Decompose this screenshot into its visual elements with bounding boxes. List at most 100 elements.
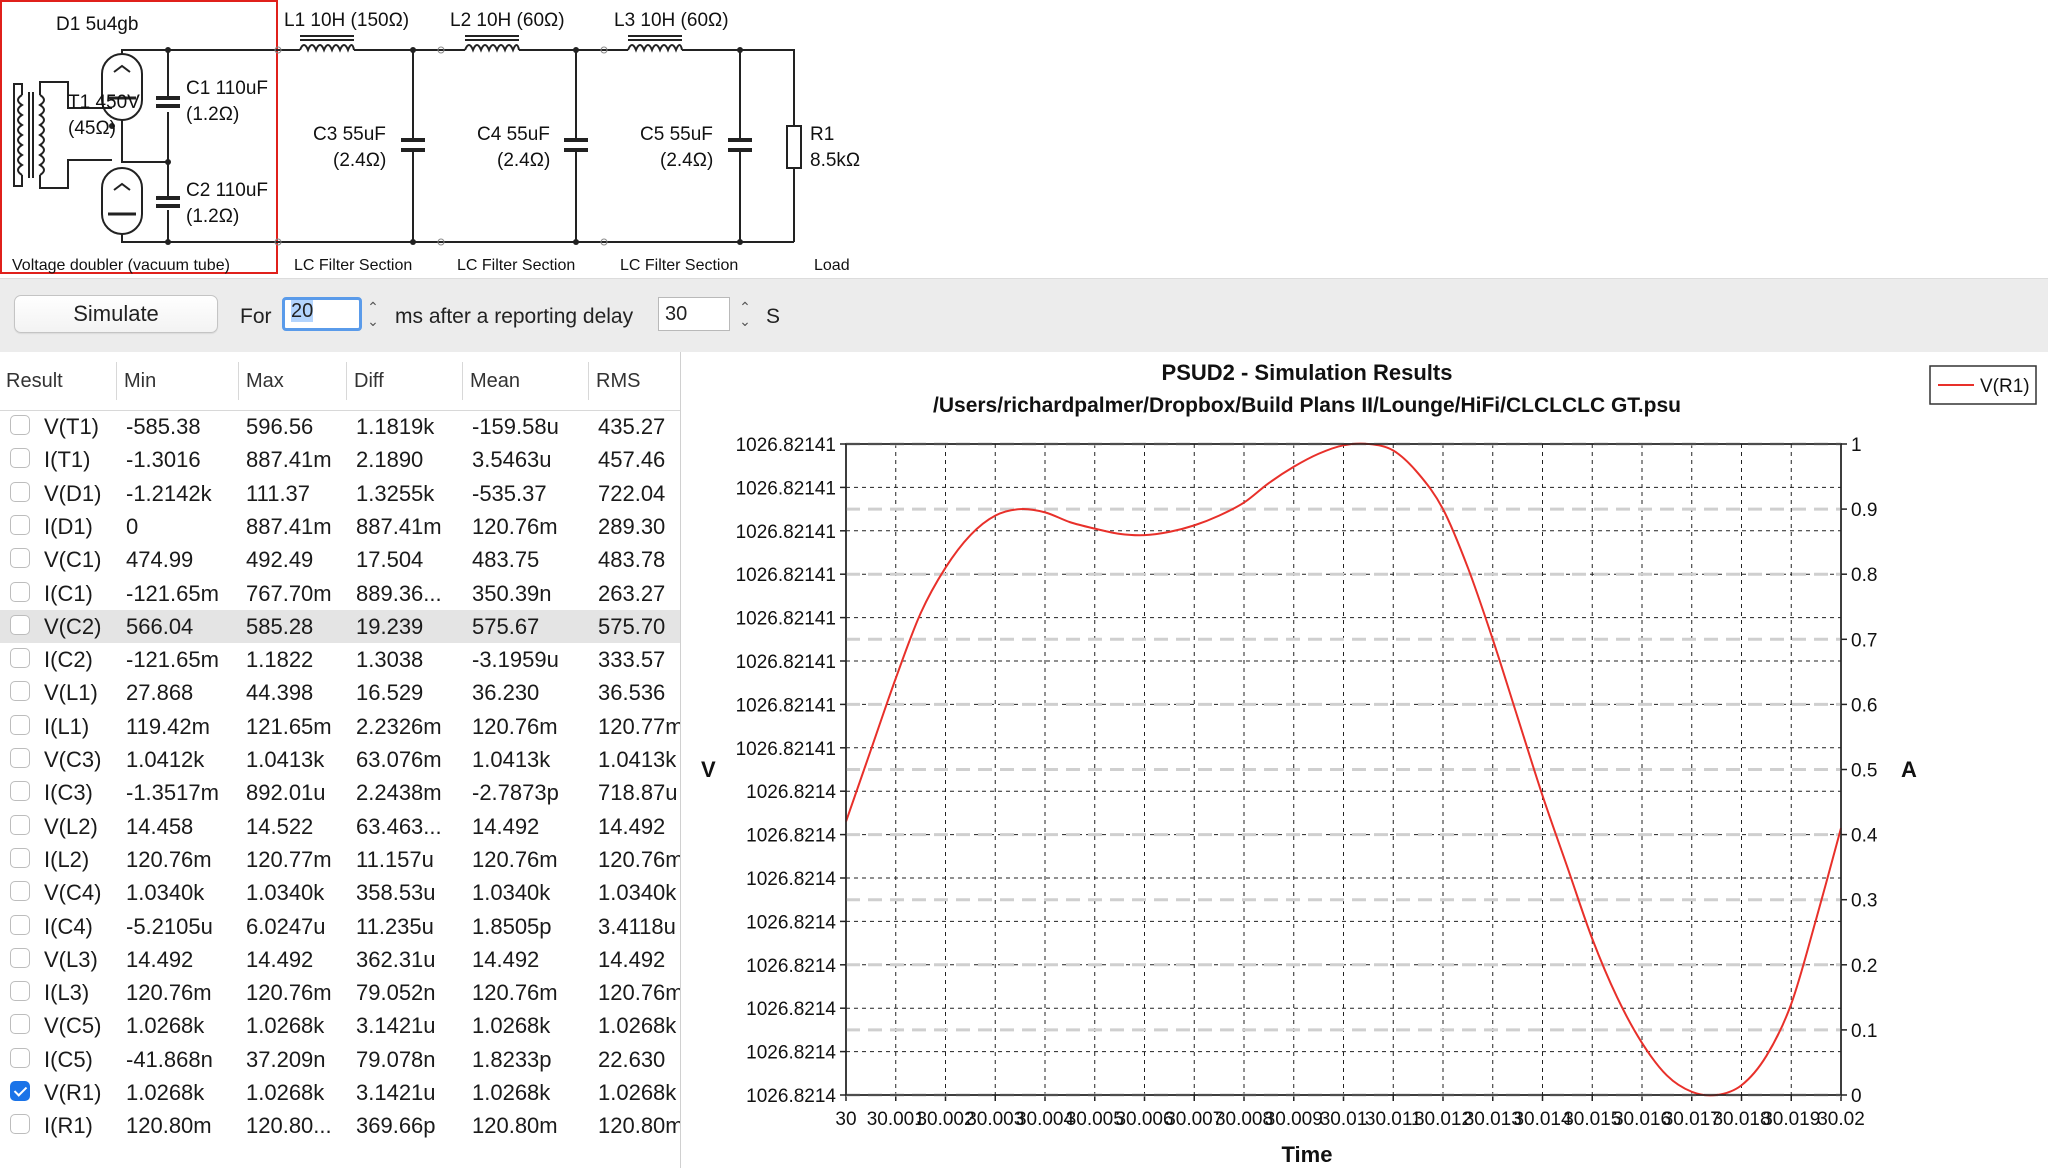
cell-name: I(L1)	[44, 713, 90, 739]
table-row[interactable]: I(C5) -41.868n 37.209n 79.078n 1.8233p 22.630	[0, 1043, 680, 1076]
r1-value: 8.5kΩ	[810, 150, 860, 171]
cell-diff: 11.235u	[356, 913, 434, 939]
table-row[interactable]: V(D1) -1.2142k 111.37 1.3255k -535.37 722.04	[0, 477, 680, 510]
table-row[interactable]: I(T1) -1.3016 887.41m 2.1890 3.5463u 457.46	[0, 443, 680, 476]
cell-max: 6.0247u	[246, 913, 326, 939]
column-header-min[interactable]: Min	[124, 370, 157, 392]
row-checkbox[interactable]	[10, 548, 30, 569]
table-row[interactable]: V(T1) -585.38 596.56 1.1819k -159.58u 435.27	[0, 410, 680, 443]
table-row[interactable]: I(C1) -121.65m 767.70m 889.36... 350.39n 263.…	[0, 577, 680, 610]
row-checkbox[interactable]	[10, 1014, 30, 1035]
cell-mean: 1.0268k	[472, 1013, 551, 1039]
cell-mean: 120.76m	[472, 846, 558, 872]
table-row[interactable]: V(L3) 14.492 14.492 362.31u 14.492 14.492	[0, 943, 680, 976]
column-header-rms[interactable]: RMS	[596, 370, 641, 392]
inductor-l2[interactable]	[464, 35, 520, 53]
simulate-button[interactable]: Simulate	[14, 295, 218, 333]
row-checkbox[interactable]	[10, 614, 30, 635]
table-row[interactable]: I(L2) 120.76m 120.77m 11.157u 120.76m 120.76m	[0, 843, 680, 876]
table-row[interactable]: V(L2) 14.458 14.522 63.463... 14.492 14.492	[0, 810, 680, 843]
row-checkbox[interactable]	[10, 981, 30, 1002]
cell-diff: 1.3038	[356, 647, 424, 673]
row-checkbox[interactable]	[10, 448, 30, 469]
row-checkbox[interactable]	[10, 415, 30, 435]
column-header-max[interactable]: Max	[246, 370, 284, 392]
delay-input[interactable]: 30	[658, 297, 730, 331]
capacitor-c2[interactable]	[156, 196, 180, 208]
cell-rms: 14.492	[598, 813, 666, 839]
x-tick-label: 30.007	[1165, 1109, 1223, 1130]
cell-diff: 63.076m	[356, 747, 442, 772]
row-checkbox[interactable]	[10, 881, 30, 902]
simulation-chart[interactable]: 30 30.001 30.002 30.003 30.004 30.005 30.006 30…	[681, 352, 2048, 1168]
inductor-l3[interactable]	[627, 35, 683, 53]
row-checkbox[interactable]	[10, 914, 30, 935]
c5-resistance: (2.4Ω)	[660, 150, 713, 171]
table-row[interactable]: V(C1) 474.99 492.49 17.504 483.75 483.78	[0, 543, 680, 576]
table-row[interactable]: V(C4) 1.0340k 1.0340k 358.53u 1.0340k 1.0340k	[0, 876, 680, 909]
y-right-tick-label: 0.9	[1851, 500, 1877, 521]
cell-min: 119.42m	[126, 713, 210, 739]
capacitor-c1[interactable]	[156, 96, 180, 108]
row-checkbox[interactable]	[10, 1114, 30, 1135]
cell-rms: 263.27	[598, 580, 666, 606]
cell-mean: -535.37	[472, 480, 547, 506]
table-row[interactable]: V(R1) 1.0268k 1.0268k 3.1421u 1.0268k 1.0268k	[0, 1076, 680, 1109]
table-row[interactable]: V(L1) 27.868 44.398 16.529 36.230 36.536	[0, 676, 680, 709]
row-checkbox[interactable]	[10, 947, 30, 968]
duration-input[interactable]: 20	[282, 297, 362, 331]
table-row[interactable]: I(C3) -1.3517m 892.01u 2.2438m -2.7873p 718.8…	[0, 776, 680, 809]
delay-stepper[interactable]: ⌃ ⌄	[739, 299, 751, 329]
row-checkbox[interactable]	[10, 648, 30, 669]
cell-max: 492.49	[246, 547, 314, 573]
row-checkbox[interactable]	[10, 514, 30, 535]
t1-label: T1 450V	[68, 92, 140, 113]
cell-mean: 120.76m	[472, 513, 558, 539]
cell-rms: 120.76m	[598, 980, 680, 1006]
capacitor-c3[interactable]	[401, 138, 425, 152]
table-row[interactable]: I(L3) 120.76m 120.76m 79.052n 120.76m 120.76m	[0, 976, 680, 1009]
cell-max: 37.209n	[246, 1046, 326, 1072]
column-header-result[interactable]: Result	[6, 370, 63, 392]
row-checkbox[interactable]	[10, 481, 30, 502]
cell-name: V(C5)	[44, 1013, 102, 1039]
cell-mean: -3.1959u	[472, 647, 559, 673]
cell-max: 14.492	[246, 946, 314, 972]
table-row[interactable]: I(L1) 119.42m 121.65m 2.2326m 120.76m 120.77m	[0, 710, 680, 743]
table-row[interactable]: I(C2) -121.65m 1.1822 1.3038 -3.1959u 333.57	[0, 643, 680, 676]
column-header-diff[interactable]: Diff	[354, 370, 384, 392]
table-row[interactable]: V(C2) 566.04 585.28 19.239 575.67 575.70	[0, 609, 680, 644]
c2-resistance: (1.2Ω)	[186, 206, 239, 227]
row-checkbox[interactable]	[10, 847, 30, 868]
row-checkbox[interactable]	[10, 781, 30, 802]
cell-mean: 1.0340k	[472, 880, 551, 906]
row-checkbox[interactable]	[10, 748, 30, 768]
row-checkbox[interactable]	[10, 1047, 30, 1068]
rectifier-tube-lower[interactable]	[101, 167, 143, 235]
row-checkbox[interactable]	[10, 681, 30, 702]
circuit-schematic[interactable]: D1 5u4gb T1 450V (45Ω) C1 110uF (1.2Ω) C…	[0, 0, 2048, 278]
table-row[interactable]: V(C3) 1.0412k 1.0413k 63.076m 1.0413k 1.0413k	[0, 743, 680, 776]
row-checkbox[interactable]	[10, 1081, 30, 1101]
table-row[interactable]: I(D1) 0 887.41m 887.41m 120.76m 289.30	[0, 510, 680, 543]
table-row[interactable]: I(R1) 120.80m 120.80... 369.66p 120.80m 120.8…	[0, 1109, 680, 1142]
row-checkbox[interactable]	[10, 714, 30, 735]
cell-diff: 362.31u	[356, 946, 436, 972]
resistor-r1[interactable]	[786, 125, 802, 169]
inductor-l1[interactable]	[299, 35, 355, 53]
y-left-tick-label: 1026.82141	[736, 695, 836, 716]
transformer-t1[interactable]	[13, 81, 112, 189]
row-checkbox[interactable]	[10, 814, 30, 835]
cell-name: V(R1)	[44, 1080, 102, 1105]
duration-stepper[interactable]: ⌃ ⌄	[367, 299, 379, 329]
results-table[interactable]: Result Min Max Diff Mean RMS V(T1) -585.3…	[0, 352, 681, 1168]
table-row[interactable]: I(C4) -5.2105u 6.0247u 11.235u 1.8505p 3.4118…	[0, 910, 680, 943]
r1-label: R1	[810, 124, 834, 145]
cell-mean: -2.7873p	[472, 780, 559, 806]
y-left-tick-label: 1026.8214	[746, 782, 836, 803]
capacitor-c4[interactable]	[564, 138, 588, 152]
capacitor-c5[interactable]	[728, 138, 752, 152]
table-row[interactable]: V(C5) 1.0268k 1.0268k 3.1421u 1.0268k 1.0268k	[0, 1009, 680, 1042]
column-header-mean[interactable]: Mean	[470, 370, 521, 392]
row-checkbox[interactable]	[10, 581, 30, 602]
